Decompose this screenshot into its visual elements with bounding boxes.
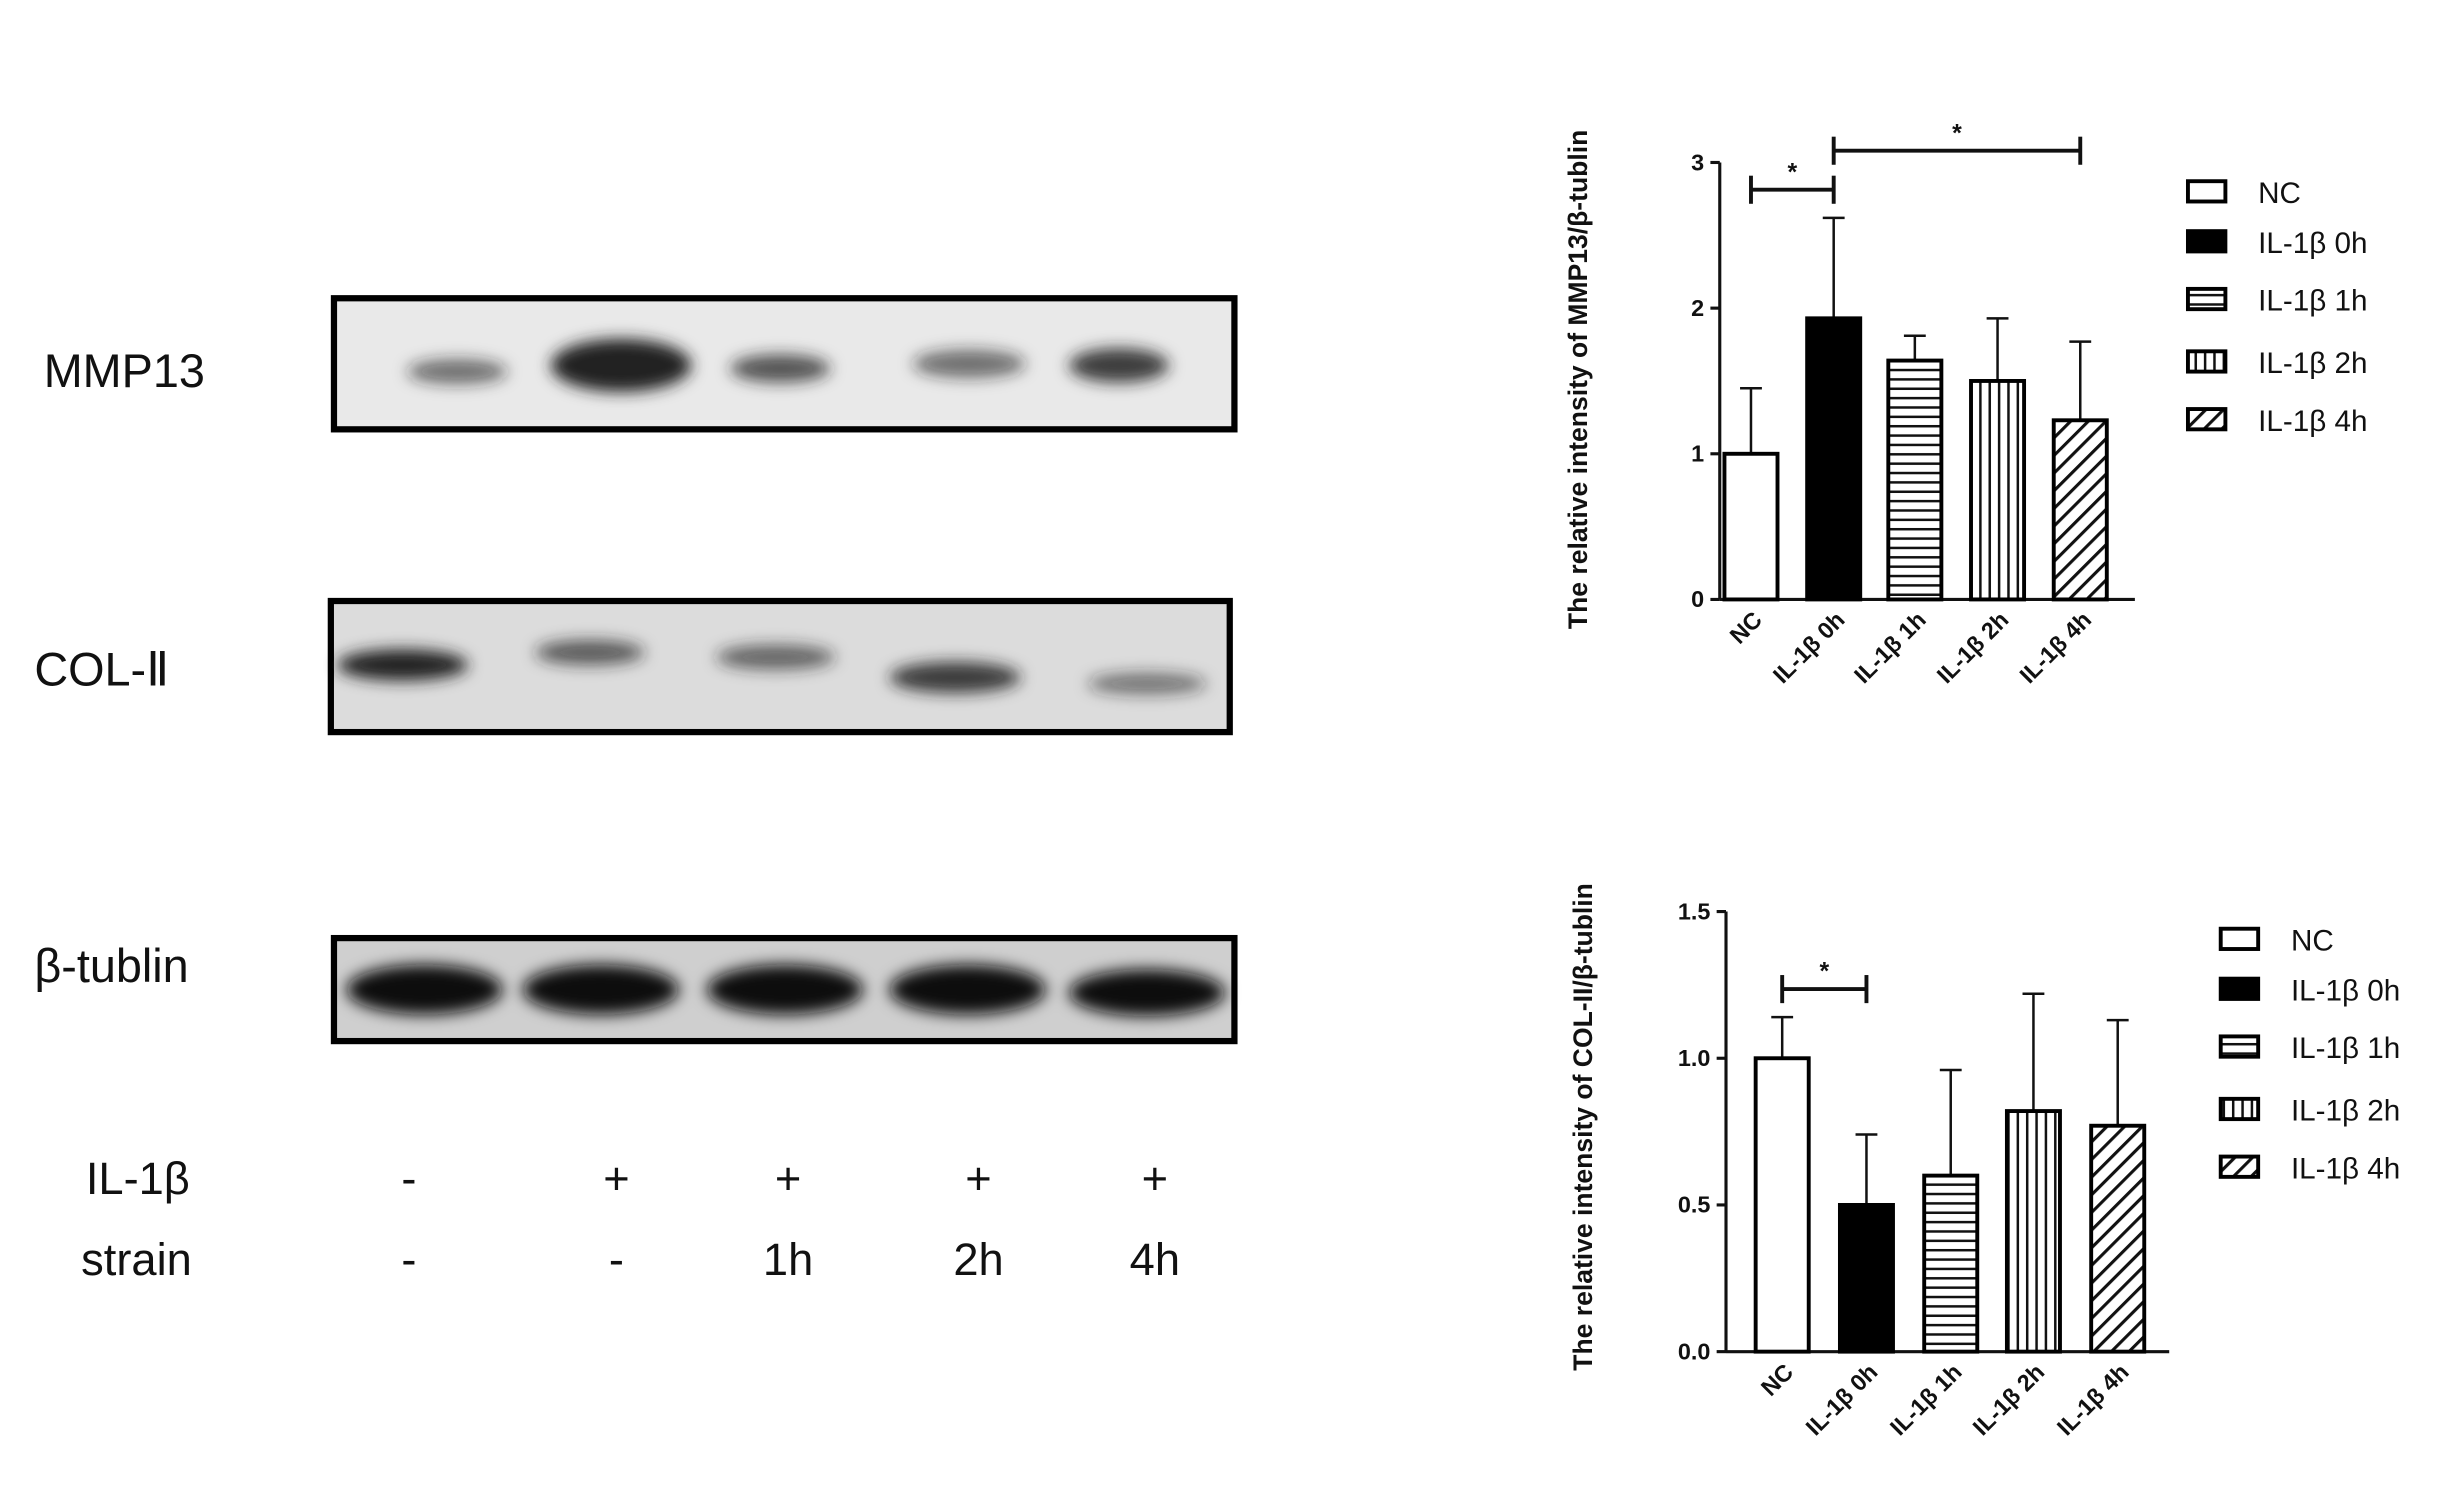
significance: * (1952, 119, 1962, 147)
significance: * (1787, 158, 1797, 186)
bar (1805, 316, 1863, 602)
x-tick-label: IL-1β 2h (1968, 1359, 2050, 1441)
legend-swatch (2218, 976, 2261, 1001)
bar (1753, 1056, 1811, 1354)
y-tick-label: 0 (1691, 586, 1704, 612)
bar (2004, 1109, 2062, 1354)
legend-label: IL-1β 0h (2291, 975, 2400, 1008)
legend-label: NC (2258, 177, 2301, 210)
y-tick-label: 0.0 (1678, 1338, 1711, 1364)
x-tick-label: IL-1β 1h (1885, 1359, 1967, 1441)
legend-swatch (2185, 407, 2228, 432)
legend-swatch (2218, 926, 2261, 951)
bar (1722, 451, 1780, 602)
blot-tubulin (330, 934, 1238, 1045)
legend-label: IL-1β 1h (2258, 285, 2367, 318)
y-tick-label: 1 (1691, 441, 1704, 467)
bar (1886, 358, 1944, 602)
legend-swatch (2185, 286, 2228, 312)
condition-value: - (401, 1153, 416, 1204)
y-tick-label: 2 (1691, 295, 1704, 321)
legend-swatch (2185, 349, 2228, 374)
x-tick-label: IL-1β 0h (1768, 606, 1850, 688)
significance: * (1819, 958, 1829, 986)
bar (2089, 1123, 2147, 1354)
legend-swatch (2185, 179, 2228, 204)
y-tick-label: 3 (1691, 149, 1704, 175)
blot-label: MMP13 (44, 345, 205, 397)
legend-label: IL-1β 1h (2291, 1032, 2400, 1065)
bar (1837, 1202, 1895, 1354)
condition-value: + (965, 1153, 991, 1204)
legend-label: IL-1β 4h (2258, 405, 2367, 438)
condition-label: strain (81, 1234, 192, 1285)
x-tick-label: IL-1β 0h (1801, 1359, 1883, 1441)
condition-value: + (1142, 1153, 1168, 1204)
legend-label: IL-1β 2h (2291, 1095, 2400, 1128)
blot-col2 (327, 597, 1233, 736)
x-tick-label: NC (1725, 606, 1767, 648)
x-tick-label: NC (1756, 1359, 1798, 1401)
legend-label: NC (2291, 925, 2334, 958)
x-tick-label: IL-1β 2h (1932, 606, 2014, 688)
bar (1922, 1173, 1980, 1354)
blot-label: COL-Ⅱ (34, 643, 169, 695)
blot-label: β-tublin (34, 940, 188, 992)
x-tick-label: IL-1β 1h (1849, 606, 1931, 688)
blot-mmp13 (330, 295, 1238, 433)
x-tick-label: IL-1β 4h (2014, 606, 2096, 688)
y-axis-label: The relative intensity of COL-II/β-tubli… (1568, 883, 1598, 1371)
condition-label: IL-1β (86, 1153, 190, 1204)
y-tick-label: 1.5 (1678, 898, 1711, 924)
legend-swatch (2185, 229, 2228, 254)
legend-label: IL-1β 0h (2258, 227, 2367, 260)
legend-label: IL-1β 2h (2258, 347, 2367, 380)
condition-value: - (609, 1234, 624, 1285)
bar (1969, 379, 2027, 602)
legend-swatch (2218, 1154, 2261, 1179)
condition-value: - (401, 1234, 416, 1285)
legend-label: IL-1β 4h (2291, 1152, 2400, 1185)
y-tick-label: 1.0 (1678, 1045, 1711, 1071)
x-tick-label: IL-1β 4h (2052, 1359, 2134, 1441)
condition-value: + (603, 1153, 629, 1204)
bar (2051, 418, 2109, 602)
y-axis-label: The relative intensity of MMP13/β-tublin (1563, 130, 1593, 629)
y-tick-label: 0.5 (1678, 1192, 1711, 1218)
legend-swatch (2218, 1034, 2261, 1059)
condition-value: 1h (763, 1234, 813, 1285)
legend-swatch (2218, 1096, 2261, 1122)
condition-value: 4h (1130, 1234, 1180, 1285)
condition-value: 2h (953, 1234, 1003, 1285)
condition-value: + (775, 1153, 801, 1204)
